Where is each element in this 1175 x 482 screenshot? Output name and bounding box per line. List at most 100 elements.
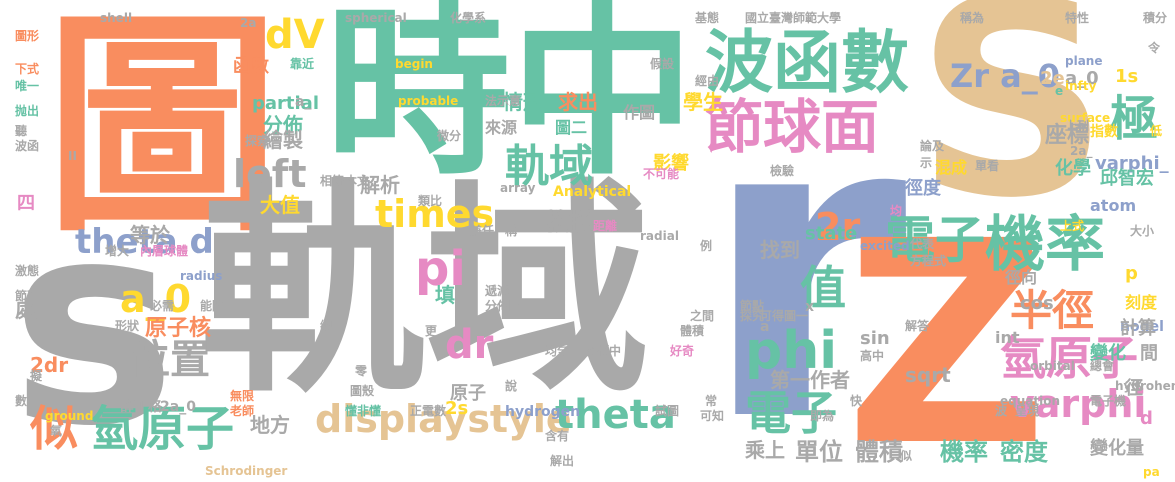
- cloud-word: p: [1125, 263, 1138, 284]
- cloud-word: 代表: [910, 237, 935, 251]
- cloud-word: 密度: [1000, 438, 1048, 466]
- cloud-word: 等於: [130, 223, 170, 247]
- cloud-word: 體積: [855, 438, 903, 466]
- cloud-word: 法示意: [485, 94, 522, 108]
- cloud-word: d: [1140, 408, 1153, 429]
- cloud-word: 電子: [745, 386, 837, 440]
- cloud-word: 快: [850, 394, 863, 408]
- cloud-word: 假設: [650, 57, 675, 71]
- cloud-word: 四: [17, 193, 35, 214]
- cloud-word: 單位: [795, 438, 843, 466]
- cloud-word: 無限: [230, 389, 255, 403]
- cloud-word: 乘上: [745, 438, 785, 462]
- cloud-word: 更: [425, 324, 438, 338]
- cloud-word: 大小: [1130, 224, 1155, 238]
- cloud-word: 含有: [545, 429, 570, 443]
- cloud-word: 本文: [345, 174, 370, 188]
- cloud-word: 電子機: [1090, 394, 1127, 408]
- cloud-word: 波函數: [705, 24, 910, 103]
- cloud-word: 化學系: [450, 11, 487, 25]
- cloud-word: 時中: [325, 0, 695, 200]
- cloud-word: varphi_: [1095, 153, 1169, 174]
- cloud-word: 薛丁格: [120, 399, 162, 415]
- cloud-word: 微分: [437, 129, 462, 143]
- cloud-word: 半徑: [1010, 286, 1095, 335]
- cloud-word: 數: [15, 394, 28, 408]
- cloud-word: 積分: [1143, 11, 1168, 25]
- cloud-word: 間: [1140, 343, 1158, 364]
- cloud-word: hydrohen: [1115, 379, 1175, 393]
- cloud-word: 圖: [45, 0, 280, 264]
- cloud-word: 解析: [360, 173, 400, 197]
- cloud-word: 影響: [653, 153, 689, 174]
- cloud-word: 上式: [1060, 219, 1085, 233]
- cloud-word: hydrogen: [505, 404, 581, 420]
- cloud-word: 處: [15, 298, 38, 323]
- cloud-word: 2dr: [30, 353, 69, 377]
- cloud-word: 總: [320, 319, 333, 333]
- cloud-word: 稱為: [960, 11, 985, 25]
- cloud-word: 遞減: [485, 284, 510, 298]
- cloud-word: 2e: [1040, 68, 1065, 89]
- cloud-word: probable: [398, 94, 459, 108]
- cloud-word: 邱智宏: [1100, 168, 1154, 189]
- cloud-word: 原子: [450, 383, 486, 404]
- cloud-word: plane: [1065, 54, 1103, 68]
- cloud-word: 變化: [1090, 343, 1126, 364]
- cloud-word: 內層球體: [140, 244, 189, 258]
- cloud-word: 可得圖一: [760, 309, 809, 323]
- cloud-word: 試圖: [655, 404, 680, 418]
- cloud-word: a_: [295, 94, 312, 110]
- cloud-word: radial: [640, 229, 679, 243]
- cloud-word: Schrodinger: [205, 464, 288, 478]
- cloud-word: 好奇: [670, 344, 695, 358]
- cloud-word: excited: [860, 239, 910, 253]
- cloud-word: 探究: [740, 309, 765, 323]
- cloud-word: Analytical: [553, 184, 632, 200]
- cloud-word: 學生: [683, 90, 723, 114]
- cloud-word: 函數: [233, 56, 269, 77]
- cloud-word: 徑度: [905, 178, 941, 199]
- cloud-word: 繪製: [263, 128, 303, 152]
- cloud-word: 方程式: [910, 254, 947, 268]
- cloud-word: 單看: [975, 159, 1000, 173]
- cloud-word: 呈現: [1015, 404, 1040, 418]
- cloud-word: left: [233, 152, 307, 196]
- cloud-word: 上列: [1065, 119, 1090, 133]
- cloud-word: 探索: [245, 134, 270, 148]
- cloud-word: 例: [700, 239, 713, 253]
- cloud-word: displaystyle: [315, 397, 572, 441]
- cloud-word: 極: [1110, 91, 1159, 147]
- cloud-word: 徑向: [1005, 268, 1038, 287]
- cloud-word: 能階: [200, 299, 225, 313]
- cloud-word: 聽: [15, 124, 28, 138]
- cloud-word: 圖殼: [350, 384, 375, 398]
- cloud-word: e: [1055, 84, 1064, 98]
- cloud-word: 情形: [503, 90, 543, 114]
- cloud-word: varphi: [1010, 382, 1147, 426]
- cloud-word: a_0: [1065, 68, 1099, 89]
- cloud-word: 零: [355, 364, 368, 378]
- cloud-word: sqrt: [905, 363, 951, 387]
- cloud-word: equation: [1000, 394, 1061, 408]
- cloud-word: 解出: [550, 454, 575, 468]
- cloud-word: 圖形: [15, 29, 40, 43]
- cloud-word: 低: [1150, 124, 1163, 138]
- cloud-word: 刻度: [1125, 293, 1158, 312]
- cloud-word: 分佈圖: [485, 299, 522, 313]
- cloud-word: 來源: [485, 118, 518, 137]
- cloud-word: 2a: [240, 16, 257, 30]
- cloud-word: 找到: [760, 238, 800, 262]
- cloud-word: 說: [505, 379, 518, 393]
- cloud-word: int: [995, 328, 1020, 347]
- cloud-word: atom: [1090, 196, 1137, 215]
- cloud-word: S: [915, 0, 1110, 257]
- cloud-word: state: [805, 223, 858, 244]
- cloud-word: 即為: [810, 409, 835, 423]
- cloud-word: 2a_: [1070, 144, 1093, 158]
- cloud-word: 圖二: [555, 118, 588, 137]
- cloud-word: times: [375, 192, 495, 236]
- cloud-word: 靠近: [290, 57, 315, 71]
- cloud-word: 老師: [230, 404, 255, 418]
